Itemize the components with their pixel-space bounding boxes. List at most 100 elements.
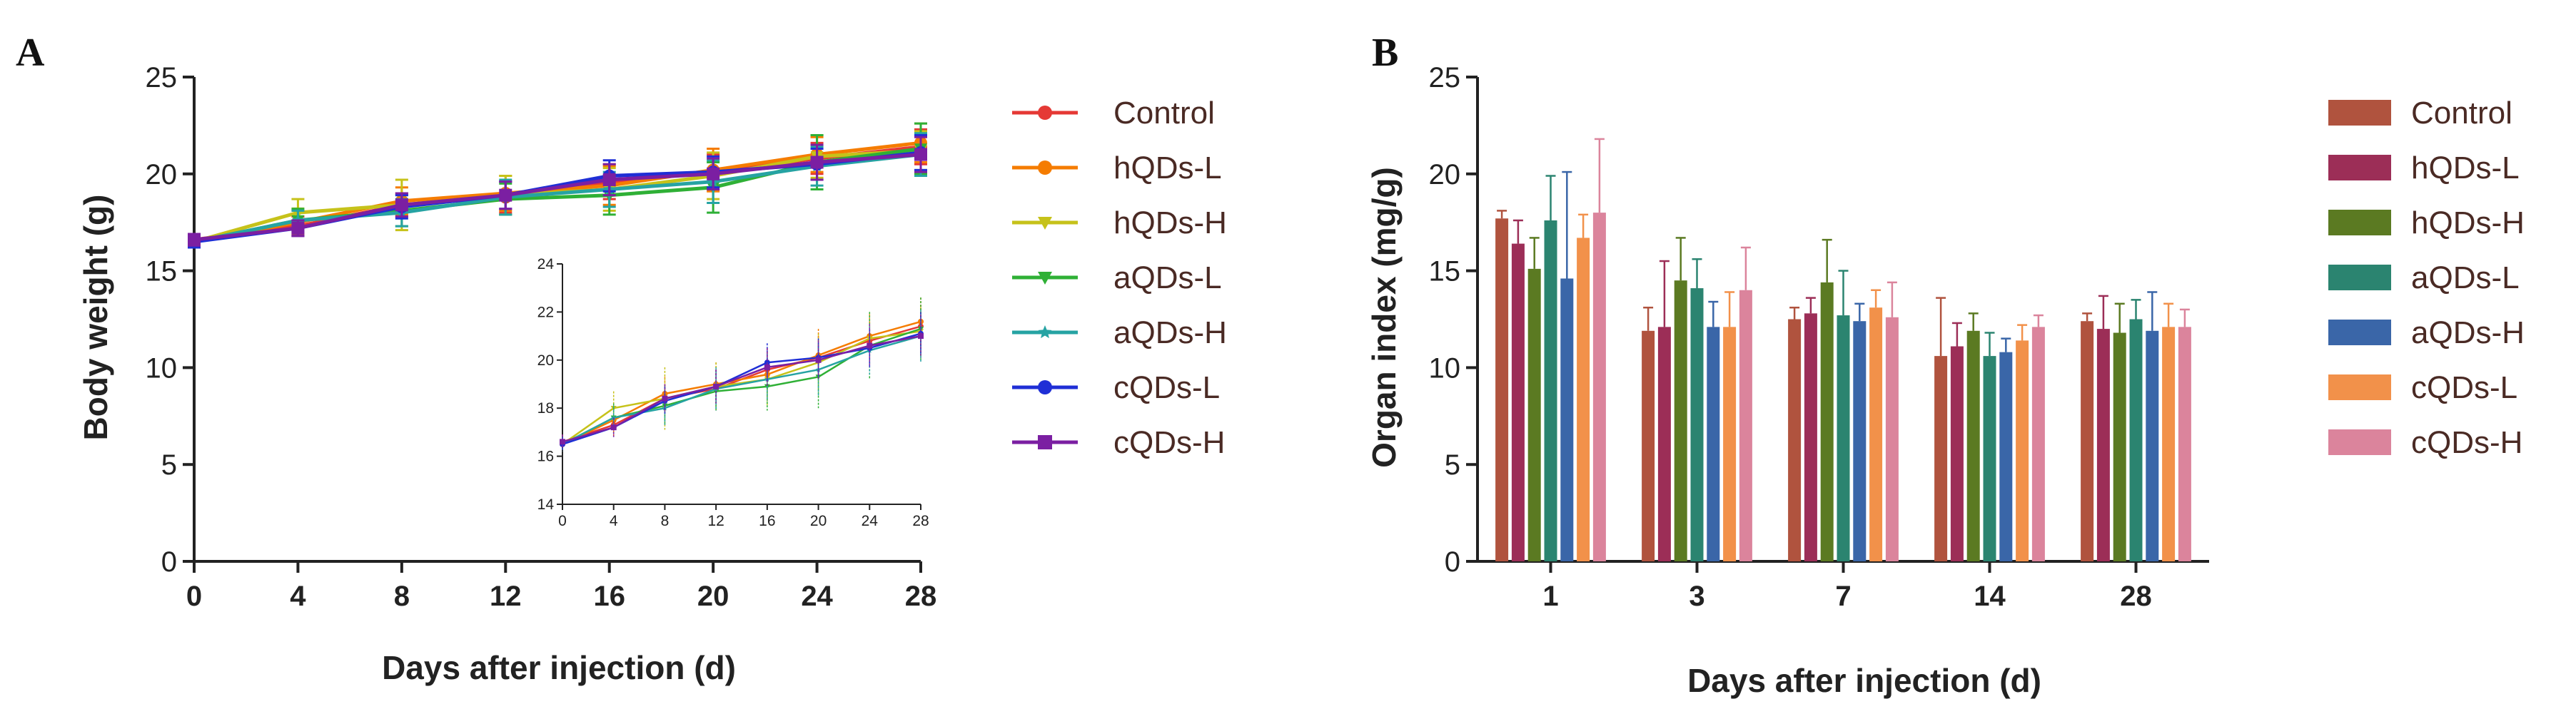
panel-a-legend-label: aQDs-H [1113,315,1227,350]
panel-a-point [707,167,720,180]
panel-b-bar [1853,321,1867,561]
panel-b-bar [2178,327,2191,561]
panel-a-inset-ytick-label: 22 [537,304,554,320]
panel-b-legend-swatch [2328,265,2391,290]
panel-b-legend-label: aQDs-H [2411,315,2525,350]
panel-a-xtick-label: 28 [905,581,937,612]
panel-a-inset-xtick-label: 4 [610,513,618,529]
panel-a-inset-point [662,405,668,411]
panel-b-legend-item: hQDs-L [2328,151,2520,185]
panel-a-inset-xtick-label: 12 [707,513,724,529]
panel-a-legend-item: Control [1012,96,1215,131]
panel-a-ytick-label: 10 [146,352,178,384]
panel-a-series [188,122,927,249]
panel-a-inset-ytick-label: 24 [537,256,555,272]
panel-a-ytick-label: 25 [146,62,178,93]
panel-b-bar [2016,340,2029,561]
panel-b-bar [1674,280,1687,561]
panel-a-inset-point [713,383,719,389]
panel-a-legend-item: hQDs-L [1012,151,1222,185]
panel-b-ytick-label: 25 [1429,62,1461,93]
panel-b-legend-swatch [2328,210,2391,235]
panel-a-inset-xtick-label: 16 [759,513,775,529]
panel-a-legend-item: cQDs-L [1012,370,1220,405]
panel-a-inset-line [562,335,921,445]
panel-a-inset-point [610,414,617,420]
panel-b-legend-item: Control [2328,96,2512,131]
panel-a-legend-marker [1038,160,1052,175]
panel-a-legend-label: hQDs-H [1113,205,1227,240]
panel-b-bar [1707,327,1720,561]
panel-b-xlabel: Days after injection (d) [1687,662,2041,699]
panel-b-bar [1642,330,1655,561]
panel-a-legend-label: cQDs-L [1113,370,1220,405]
panel-a-line [193,153,921,242]
panel-a-ytick-label: 20 [146,159,178,190]
panel-b-ylabel: Organ index (mg/g) [1365,167,1403,468]
panel-a-xtick-label: 20 [697,581,729,612]
panel-a-legend-label: Control [1113,96,1215,131]
panel-a-legend-marker [1038,380,1052,394]
panel-a-inset-ytick-label: 18 [537,400,554,417]
panel-b-bar [1544,220,1557,561]
panel-b-bar [1527,268,1541,561]
panel-b-bar [1885,317,1899,561]
panel-b-xtick-label: 14 [1974,581,2006,612]
panel-a-inset-background [528,253,936,533]
panel-a-line [193,153,921,244]
panel-b-bar-chart: 0 5 10 15 20 25 1 3 7 14 28 Organ index (mg/g) Day… [1365,62,2525,699]
panel-a-point [810,155,824,169]
panel-a-point [602,173,616,186]
panel-a-point [499,188,512,202]
panel-a-legend-marker [1038,272,1052,285]
panel-b-legend-item: hQDs-H [2328,205,2525,240]
panel-b-bar [1560,278,1574,561]
panel-a-legend-item: aQDs-H [1012,315,1227,350]
panel-a-inset-line [562,335,921,443]
panel-b-xtick-label: 1 [1542,581,1558,612]
panel-a-ytick-label: 15 [146,256,178,287]
panel-a-legend-label: hQDs-L [1113,151,1222,185]
panel-a-axes: 0 5 10 15 20 25 0 4 8 12 16 20 24 28 [146,62,937,612]
panel-a-legend-item: cQDs-H [1012,425,1225,460]
panel-label-b: B [1372,31,1398,75]
panel-b-ytick-label: 20 [1429,159,1461,190]
panel-b-ytick-label: 0 [1445,546,1460,578]
panel-b-legend-label: cQDs-H [2411,425,2522,460]
panel-a-inset-xtick-label: 0 [558,513,567,529]
panel-b-bar [1983,356,1996,561]
panel-b-ytick-label: 15 [1429,256,1461,287]
panel-b-xtick-label: 28 [2120,581,2152,612]
panel-b-bar [2162,327,2176,561]
panel-a-point [291,221,305,235]
panel-b-series [1495,138,2191,561]
panel-b-bar [1804,313,1817,561]
panel-a-xtick-label: 24 [801,581,833,612]
panel-b-legend-item: cQDs-L [2328,370,2517,405]
panel-b-bar [2129,319,2143,561]
panel-b-bar [1934,356,1948,561]
panel-b-legend-swatch [2328,320,2391,345]
panel-b-bar [1495,218,1509,561]
panel-b-bar [1723,327,1737,561]
panel-a-ytick-label: 0 [161,546,177,578]
panel-b-bar [1739,290,1752,561]
panel-a-xtick-label: 12 [490,581,522,612]
panel-b-bar [1966,330,1980,561]
panel-a-legend-label: cQDs-H [1113,425,1225,460]
panel-a-inset-point [815,357,822,363]
panel-a-inset-ytick-label: 16 [537,449,554,465]
panel-a-legend-marker [1038,435,1052,449]
panel-a-xtick-label: 4 [290,581,306,612]
panel-a-inset-point [610,424,617,431]
panel-a-inset-xtick-label: 24 [862,513,879,529]
panel-a-xlabel: Days after injection (d) [382,649,736,686]
panel-a-series-cQDs-H [188,136,927,247]
panel-a-ylabel: Body weight (g) [77,195,114,441]
panel-b-legend-swatch [2328,429,2391,455]
panel-a-point [914,148,927,161]
panel-b-xtick-label: 7 [1835,581,1851,612]
panel-b-ytick-label: 5 [1445,449,1460,481]
